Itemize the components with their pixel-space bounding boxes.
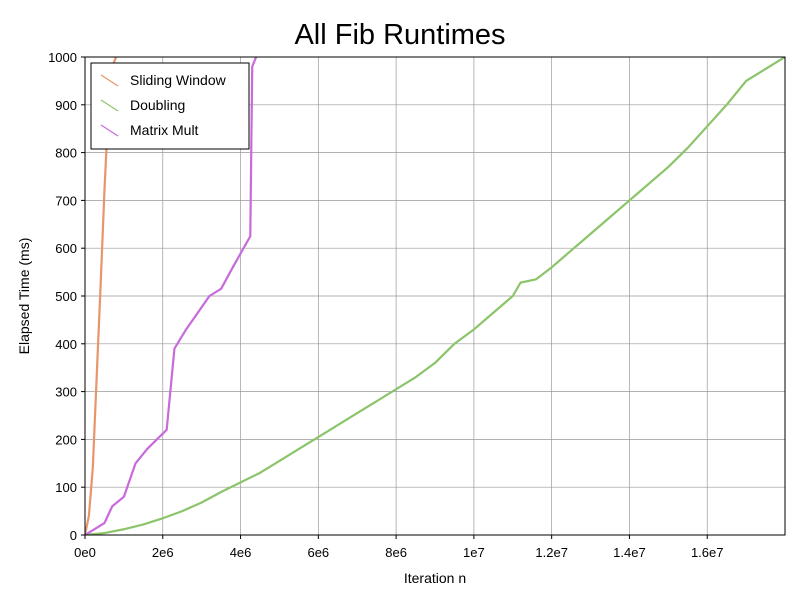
x-tick-label: 1.4e7 bbox=[613, 545, 646, 560]
x-tick-label: 1.6e7 bbox=[691, 545, 724, 560]
legend-label-sliding-window: Sliding Window bbox=[130, 72, 227, 88]
y-tick-label: 100 bbox=[55, 480, 77, 495]
y-tick-label: 500 bbox=[55, 289, 77, 304]
series-line-matrix-mult bbox=[85, 57, 258, 535]
legend-swatch-doubling bbox=[100, 99, 119, 112]
legend-swatch-matrix-mult bbox=[100, 124, 119, 137]
x-tick-label: 6e6 bbox=[307, 545, 329, 560]
chart-title: All Fib Runtimes bbox=[294, 19, 505, 51]
x-tick-label: 4e6 bbox=[230, 545, 252, 560]
x-tick-label: 2e6 bbox=[152, 545, 174, 560]
y-tick-label: 800 bbox=[55, 146, 77, 161]
y-axis-ticks: 0 100 200 300 400 500 600 700 800 900 1000 bbox=[48, 50, 85, 543]
x-tick-label: 1.2e7 bbox=[535, 545, 568, 560]
y-tick-label: 0 bbox=[70, 528, 77, 543]
x-tick-label: 8e6 bbox=[385, 545, 407, 560]
legend-swatch-sliding-window bbox=[100, 74, 119, 87]
x-tick-label: 1e7 bbox=[463, 545, 485, 560]
series-line-doubling bbox=[85, 57, 785, 535]
x-axis-ticks: 0e0 2e6 4e6 6e6 8e6 1e7 1.2e7 1.4e7 1.6e7 bbox=[74, 535, 723, 560]
y-tick-label: 900 bbox=[55, 98, 77, 113]
legend-label-doubling: Doubling bbox=[130, 97, 185, 113]
y-tick-label: 600 bbox=[55, 241, 77, 256]
x-tick-label: 0e0 bbox=[74, 545, 96, 560]
y-axis-title: Elapsed Time (ms) bbox=[16, 238, 32, 355]
x-axis-title: Iteration n bbox=[404, 570, 466, 586]
y-tick-label: 200 bbox=[55, 432, 77, 447]
legend: Sliding Window Doubling Matrix Mult bbox=[90, 62, 250, 150]
y-tick-label: 1000 bbox=[48, 50, 77, 65]
y-tick-label: 400 bbox=[55, 337, 77, 352]
y-tick-label: 700 bbox=[55, 193, 77, 208]
legend-label-matrix-mult: Matrix Mult bbox=[130, 122, 199, 138]
y-tick-label: 300 bbox=[55, 385, 77, 400]
legend-box bbox=[90, 62, 250, 150]
